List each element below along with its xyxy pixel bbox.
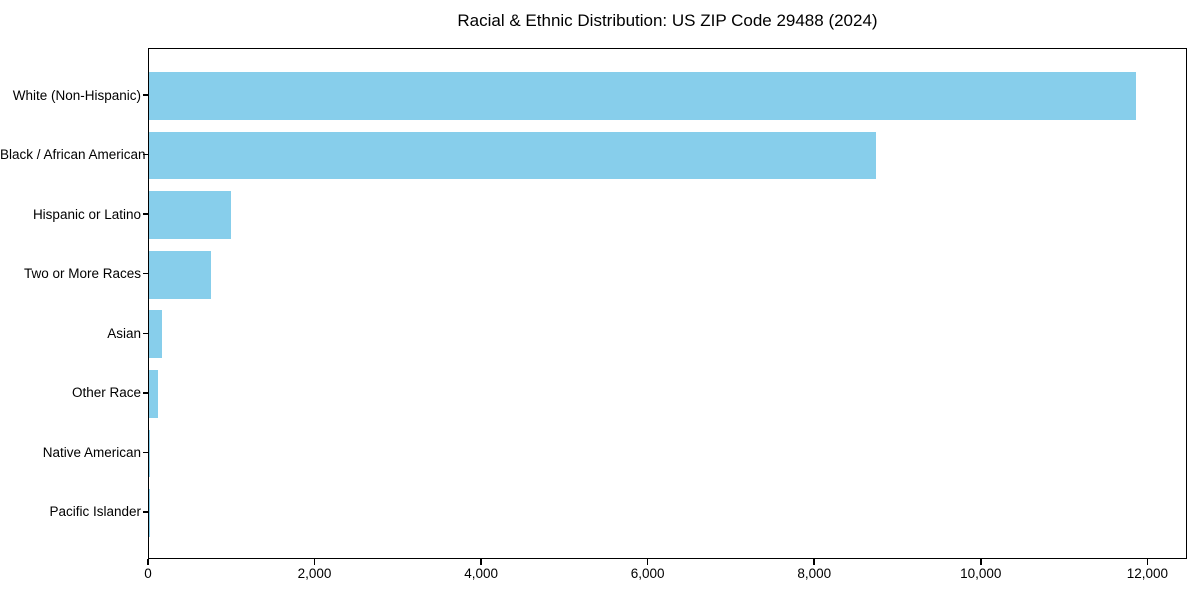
y-tick-mark	[143, 94, 148, 96]
y-tick-mark	[143, 451, 148, 454]
y-tick-label: Pacific Islander	[49, 504, 141, 520]
x-tick-label: 4,000	[464, 566, 498, 581]
x-tick-label: 12,000	[1126, 566, 1168, 581]
y-tick-label: Other Race	[71, 385, 141, 401]
x-tick-label: 8,000	[797, 566, 832, 581]
x-tick-mark	[813, 559, 815, 565]
y-tick-label: Native American	[42, 444, 141, 460]
y-tick-label: White (Non-Hispanic)	[12, 87, 141, 103]
bar-other-race	[149, 370, 158, 418]
y-tick-label: Two or More Races	[23, 266, 141, 282]
bar-white-non-hispanic	[149, 72, 1136, 120]
bar-hispanic-or-latino	[149, 191, 231, 239]
chart-title: Racial & Ethnic Distribution: US ZIP Cod…	[457, 11, 878, 30]
x-tick-label: 10,000	[960, 566, 1002, 581]
x-tick-mark	[147, 559, 149, 565]
bar-native-american	[149, 429, 150, 478]
x-tick-label: 2,000	[297, 566, 332, 581]
bar-asian	[149, 310, 163, 359]
y-tick-mark	[143, 213, 148, 215]
x-tick-mark	[313, 559, 316, 565]
x-tick-label: 0	[144, 566, 152, 581]
plot-area	[148, 48, 1187, 559]
x-tick-mark	[480, 559, 482, 565]
y-tick-mark	[143, 332, 148, 335]
x-tick-mark	[980, 559, 982, 565]
y-tick-mark	[143, 272, 148, 275]
y-tick-label: Hispanic or Latino	[32, 206, 141, 222]
bar-black-african-american	[149, 131, 877, 180]
y-tick-label: Asian	[107, 325, 141, 341]
x-tick-mark	[646, 559, 649, 565]
y-tick-mark	[143, 153, 148, 156]
y-tick-mark	[143, 392, 148, 394]
y-tick-label: Black / African American	[0, 147, 146, 163]
x-tick-mark	[1146, 559, 1149, 565]
bar-two-or-more-races	[149, 250, 212, 299]
y-tick-mark	[143, 511, 148, 513]
x-tick-label: 6,000	[630, 566, 665, 581]
